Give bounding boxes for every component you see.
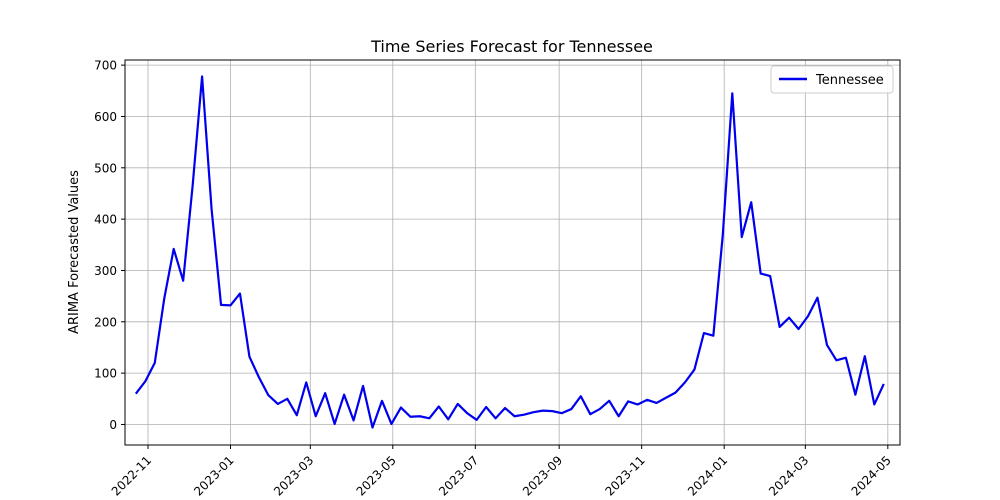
y-tick-label: 400	[94, 213, 117, 227]
y-axis-label: ARIMA Forecasted Values	[67, 170, 82, 334]
grid	[125, 60, 900, 445]
y-tick-label: 300	[94, 264, 117, 278]
y-tick-label: 500	[94, 161, 117, 175]
y-axis: 0 100 200 300 400 500 600 700	[94, 59, 125, 432]
y-tick-label: 100	[94, 367, 117, 381]
y-tick-label: 200	[94, 315, 117, 329]
legend-box	[770, 65, 894, 94]
y-tick-label: 700	[94, 59, 117, 73]
plot-frame	[124, 59, 901, 446]
y-tick-label: 600	[94, 110, 117, 124]
series-layer	[134, 75, 885, 429]
legend: Tennessee	[770, 65, 894, 94]
series-line-tennessee	[134, 75, 885, 429]
y-tick-label: 0	[109, 418, 117, 432]
legend-label: Tennessee	[815, 73, 884, 88]
chart-title: Time Series Forecast for Tennessee	[370, 37, 653, 56]
